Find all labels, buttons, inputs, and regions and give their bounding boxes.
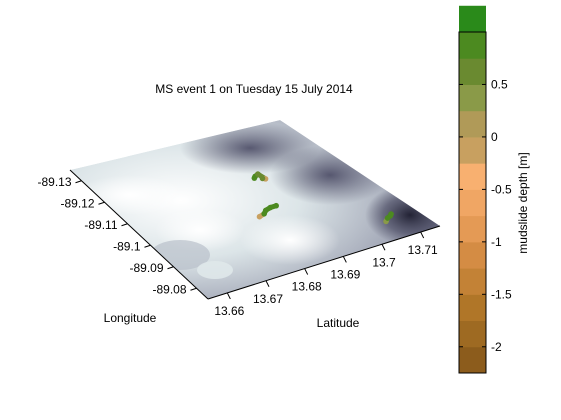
colorbar-label: mudslide depth [m]: [516, 152, 530, 253]
colorbar-tick-label: 0.5: [491, 77, 508, 91]
y-axis-label: Longitude: [104, 311, 157, 325]
latitude-tick: [342, 256, 347, 263]
longitude-tick-label: -89.1: [113, 239, 141, 253]
latitude-tick-label: 13.69: [330, 267, 360, 281]
longitude-tick: [167, 266, 174, 270]
mudslide-cluster-2: [256, 202, 279, 220]
longitude-tick: [98, 201, 105, 205]
colorbar-band: [459, 163, 486, 190]
mudslide-markers: [251, 171, 394, 225]
latitude-tick: [381, 244, 386, 251]
colorbar-band: [459, 294, 486, 322]
mudslide-cluster-1: [251, 171, 269, 182]
colorbar-band: [459, 241, 486, 269]
colorbar-band: [459, 136, 486, 164]
colorbar-tick-label: -0.5: [491, 182, 512, 196]
latitude-tick: [226, 292, 231, 300]
colorbar-tick-label: -2: [491, 340, 502, 354]
mudslide-cluster-3: [383, 211, 394, 225]
colorbar-band: [459, 320, 486, 348]
latitude-tick-label: 13.66: [214, 304, 244, 318]
longitude-tick-label: -89.08: [152, 282, 186, 296]
colorbar-band: [459, 84, 486, 112]
latitude-tick: [265, 280, 270, 287]
mudslide-point: [255, 171, 261, 177]
mudslide-point: [259, 175, 266, 182]
colorbar-band: [459, 5, 486, 33]
longitude-tick: [190, 287, 197, 291]
latitude-tick-label: 13.68: [292, 280, 322, 294]
mudslide-point: [273, 202, 279, 209]
mudslide-point: [262, 207, 269, 214]
mudslide-point: [267, 204, 274, 211]
mudslide-point: [388, 211, 394, 217]
colorbar-band: [459, 215, 486, 243]
longitude-axis: -89.13 -89.12 -89.11 -89.1 -89.09 -89.08: [37, 169, 209, 300]
latitude-axis-line: [207, 225, 441, 300]
colorbar-band: [459, 58, 486, 85]
longitude-tick-label: -89.12: [60, 196, 94, 210]
chart-title: MS event 1 on Tuesday 15 July 2014: [155, 82, 353, 96]
longitude-tick: [144, 244, 151, 248]
latitude-tick-label: 13.67: [253, 292, 283, 306]
colorbar-band: [459, 346, 486, 374]
terrain-surface: [70, 120, 440, 299]
colorbar-band: [459, 268, 486, 295]
longitude-tick: [121, 223, 128, 227]
colorbar-tick-label: -1.5: [491, 287, 512, 301]
latitude-tick: [420, 231, 425, 239]
latitude-tick: [304, 268, 309, 275]
longitude-tick-label: -89.13: [37, 175, 71, 189]
colorbar-band: [459, 110, 486, 138]
latitude-tick-label: 13.71: [408, 243, 438, 257]
colorbar-tick-label: 0: [491, 130, 498, 144]
longitude-tick: [75, 180, 82, 184]
colorbar: 0.5 0 -0.5 -1 -1.5 -2: [458, 5, 512, 374]
colorbar-frame: [458, 31, 487, 374]
mudslide-point: [256, 213, 263, 220]
latitude-axis: 13.66 13.67 13.68 13.69 13.7 13.71: [207, 225, 441, 318]
colorbar-band: [459, 32, 486, 59]
latitude-tick-label: 13.7: [372, 255, 396, 269]
colorbar-tick-label: -1: [491, 235, 502, 249]
longitude-axis-line: [69, 169, 209, 300]
x-axis-label: Latitude: [317, 316, 360, 330]
longitude-tick-label: -89.09: [129, 261, 163, 275]
longitude-tick-label: -89.11: [84, 218, 117, 232]
colorbar-band: [459, 189, 486, 217]
